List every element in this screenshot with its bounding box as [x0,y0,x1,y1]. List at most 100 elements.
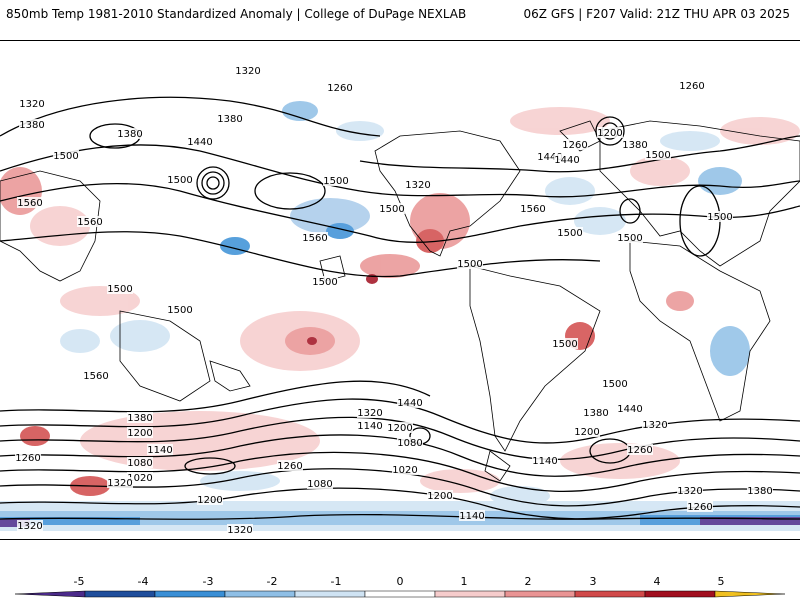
colorbar [14,590,786,598]
colorbar-tick-label: -1 [330,575,342,588]
colorbar-segment [504,590,576,598]
contour-label: 1440 [397,398,422,409]
contour-label: 1500 [53,151,78,162]
contour-label-bg [747,485,773,496]
contour-label-bg [677,485,703,496]
contour-label: 1320 [642,420,667,431]
contour-label-bg [117,128,143,139]
contour-label-bg [312,276,338,287]
contour-label: 1440 [617,404,642,415]
contour-label-bg [617,232,643,243]
contour-label: 1500 [379,204,404,215]
contour-label-bg [19,98,45,109]
colorbar-segment [434,590,506,598]
contour-label: 1560 [17,198,42,209]
contour-label-bg [307,478,333,489]
contour-label: 1260 [277,461,302,472]
contour-label: 1260 [627,445,652,456]
contour-label-bg [127,457,153,468]
colorbar-tick-label: 5 [717,575,725,588]
contour-label: 1440 [554,155,579,166]
contour-label: 1380 [747,486,772,497]
contour-label-bg [17,520,43,531]
contour-label: 1440 [187,137,212,148]
contour-label: 1080 [397,438,422,449]
contour-label: 1260 [679,81,704,92]
contour-label-bg [127,412,153,423]
colorbar-segment [644,590,716,598]
colorbar-tick-label: 3 [589,575,597,588]
contour-label: 1380 [19,120,44,131]
colorbar-tick-label: -2 [266,575,278,588]
colorbar-tick-label: -3 [202,575,214,588]
contour-label-bg [457,258,483,269]
contour-label: 1140 [532,456,557,467]
contour-label-bg [127,472,153,483]
contour-label: 1500 [557,228,582,239]
contour-label-bg [627,444,653,455]
contour-label-bg [622,139,648,150]
warm-anomaly-shading [0,107,800,496]
colorbar-segment [14,590,86,598]
contour-label-bg [427,490,453,501]
model-run-info: 06Z GFS | F207 Valid: 21Z THU APR 03 202… [523,7,790,21]
contour-label-bg [459,510,485,521]
contour-label-bg [537,151,563,162]
map-canvas: 1320 1260 1260 1320 1380 1380 1440 1500 1500 1440… [0,65,800,536]
contour-label-bg [323,175,349,186]
colorbar-tick-label: -4 [137,575,149,588]
contour-label-bg [687,501,713,512]
contour-label-bg [83,370,109,381]
product-title: 850mb Temp 1981-2010 Standardized Anomal… [6,7,467,21]
contour-label: 1260 [327,83,352,94]
contour-label: 1500 [457,259,482,270]
map-header: 850mb Temp 1981-2010 Standardized Anomal… [0,0,800,30]
contour-label: 1260 [687,502,712,513]
colorbar-tick-label: 1 [460,575,468,588]
contour-label: 1440 [537,152,562,163]
colorbar-segment [84,590,156,598]
contour-label: 1080 [307,479,332,490]
colorbar-segment [154,590,226,598]
contour-label: 1020 [127,473,152,484]
contour-label: 1380 [622,140,647,151]
contour-label-bg [53,150,79,161]
contour-label: 1200 [597,128,622,139]
contour-label-bg [15,452,41,463]
contour-label-bg [583,407,609,418]
contour-label: 1320 [357,408,382,419]
contour-label-bg [277,460,303,471]
contour-label-bg [19,119,45,130]
contour-label-bg [235,65,261,76]
contour-label: 1500 [323,176,348,187]
colorbar-tick-label: -5 [73,575,85,588]
contour-label: 1140 [357,421,382,432]
colorbar-segment [574,590,646,598]
contour-label: 1320 [677,486,702,497]
contour-label-bg [127,427,153,438]
contour-label: 1320 [107,478,132,489]
contour-label: 1500 [552,339,577,350]
contour-label: 1560 [83,371,108,382]
contour-label-bg [387,422,413,433]
contour-label-bg [357,407,383,418]
contour-label: 1080 [127,458,152,469]
contour-label-bg [227,524,253,535]
contour-label: 1500 [645,150,670,161]
contour-label: 1380 [117,129,142,140]
contour-label: 1140 [147,445,172,456]
colorbar-segment [714,590,786,598]
contour-label-bg [392,464,418,475]
contour-label-bg [532,455,558,466]
contour-label-bg [107,477,133,488]
contour-label-bg [562,139,588,150]
contour-label-bg [679,80,705,91]
contour-label: 1560 [77,217,102,228]
colorbar-segment [364,590,436,598]
contour-label-bg [520,203,546,214]
contour-label-bg [197,494,223,505]
colorbar-tick-label: 2 [524,575,532,588]
contour-label-bg [557,227,583,238]
contour-label: 1500 [167,175,192,186]
contour-label: 1320 [17,521,42,532]
